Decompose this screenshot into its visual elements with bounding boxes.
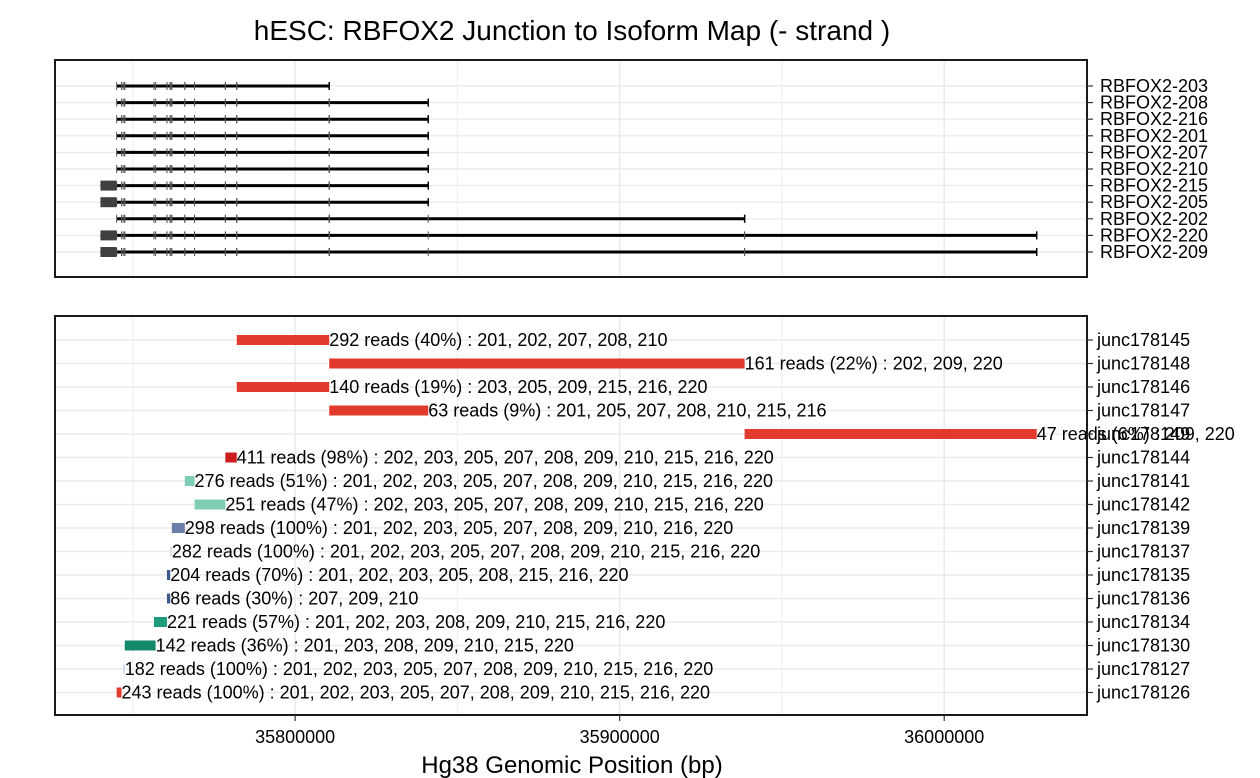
junction-bar [166,593,171,604]
junction-bar-label: 282 reads (100%) : 201, 202, 203, 205, 2… [172,542,760,562]
junction-name-label: junc178145 [1096,330,1190,350]
junction-bar [184,476,195,486]
junction-bar [170,546,172,557]
isoform-label: RBFOX2-209 [1100,242,1208,262]
junction-bar-label: 140 reads (19%) : 203, 205, 209, 215, 21… [329,377,707,397]
isoform-track [116,214,746,223]
junction-name-label: junc178139 [1096,518,1190,538]
isoform-label: RBFOX2-202 [1100,209,1208,229]
x-tick-label: 35900000 [580,727,660,747]
junction-bar-label: 411 reads (98%) : 202, 203, 205, 207, 20… [237,448,774,468]
junction-bar-label: 276 reads (51%) : 201, 202, 203, 205, 20… [195,471,773,491]
chart-title: hESC: RBFOX2 Junction to Isoform Map (- … [254,15,890,46]
junction-bar [166,570,171,580]
junction-bar [123,664,125,674]
x-axis: 35800000 35900000 36000000 [255,85,1093,747]
isoform-label: RBFOX2-201 [1100,126,1208,146]
isoform-track [100,230,1038,241]
isoform-label: RBFOX2-210 [1100,159,1208,179]
isoform-utr-block [100,180,117,191]
isoform-track [116,98,429,107]
junction-bar [116,687,122,698]
isoform-track [100,197,429,208]
x-tick-label: 36000000 [904,727,984,747]
isoform-track [116,148,429,157]
junction-name-label: junc178148 [1096,354,1190,374]
isoform-utr-block [100,230,117,241]
junction-bar-label: 243 reads (100%) : 201, 202, 203, 205, 2… [122,683,710,703]
junction-name-label: junc178142 [1096,495,1190,515]
junction-bar [194,499,226,510]
junction-bar [225,452,237,463]
junction-bar [236,382,330,392]
junction-bar-label: 204 reads (70%) : 201, 202, 203, 205, 20… [170,565,628,585]
isoform-track [100,180,429,191]
junction-bar-label: 142 reads (36%) : 201, 203, 208, 209, 21… [156,636,574,656]
isoform-track [116,165,429,173]
isoform-label: RBFOX2-205 [1100,192,1208,212]
isoform-label: RBFOX2-215 [1100,176,1208,196]
grid-lines [55,60,1087,715]
isoform-track [116,82,330,90]
junction-bar-label: 221 reads (57%) : 201, 202, 203, 208, 20… [167,612,665,632]
junction-bar-label: 251 reads (47%) : 202, 203, 205, 207, 20… [225,495,763,515]
junction-name-label: junc178137 [1096,542,1190,562]
junction-bar [124,640,156,651]
isoform-label: RBFOX2-203 [1100,76,1208,96]
isoform-utr-block [100,197,117,208]
isoform-track [100,247,1038,257]
junction-bar-label: 63 reads (9%) : 201, 205, 207, 208, 210,… [428,401,826,421]
junction-bar [236,335,330,345]
junction-name-label: junc178127 [1096,659,1190,679]
junction-panel: 292 reads (40%) : 201, 202, 207, 208, 21… [116,330,1235,703]
junction-bar [329,405,429,416]
junction-name-label: junc178144 [1096,448,1190,468]
isoform-label: RBFOX2-207 [1100,142,1208,162]
isoform-track [116,131,429,140]
panel-frame-2 [54,315,1088,716]
isoform-label: RBFOX2-216 [1100,109,1208,129]
junction-name-label: junc178135 [1096,565,1190,585]
isoform-utr-block [100,247,117,257]
junction-name-label: junc178130 [1096,636,1190,656]
junction-bar-label: 86 reads (30%) : 207, 209, 210 [170,589,418,609]
junction-bar-label: 182 reads (100%) : 201, 202, 203, 205, 2… [125,659,713,679]
isoform-panel: RBFOX2-203RBFOX2-208RBFOX2-216RBFOX2-201… [100,76,1208,262]
junction-name-label: junc178146 [1096,377,1190,397]
junction-name-label: junc178134 [1096,612,1190,632]
isoform-track [116,115,429,124]
junction-bar [153,617,167,627]
junction-bar [744,429,1037,439]
junction-bar-label: 161 reads (22%) : 202, 209, 220 [745,354,1003,374]
junction-bar-label: 298 reads (100%) : 201, 202, 203, 205, 2… [185,518,733,538]
isoform-label: RBFOX2-208 [1100,93,1208,113]
junction-name-label: junc178136 [1096,589,1190,609]
junction-bar [329,358,745,369]
panel-background-2 [55,316,1087,715]
junction-bar-label: 292 reads (40%) : 201, 202, 207, 208, 21… [329,330,667,350]
junction-name-label: junc178141 [1096,471,1190,491]
isoform-label: RBFOX2-220 [1100,225,1208,245]
junction-name-label: junc178149 [1096,424,1190,444]
x-tick-label: 35800000 [255,727,335,747]
junction-bar [171,523,185,533]
junction-name-label: junc178147 [1096,401,1190,421]
x-axis-title: Hg38 Genomic Position (bp) [421,752,722,778]
junction-name-label: junc178126 [1096,683,1190,703]
